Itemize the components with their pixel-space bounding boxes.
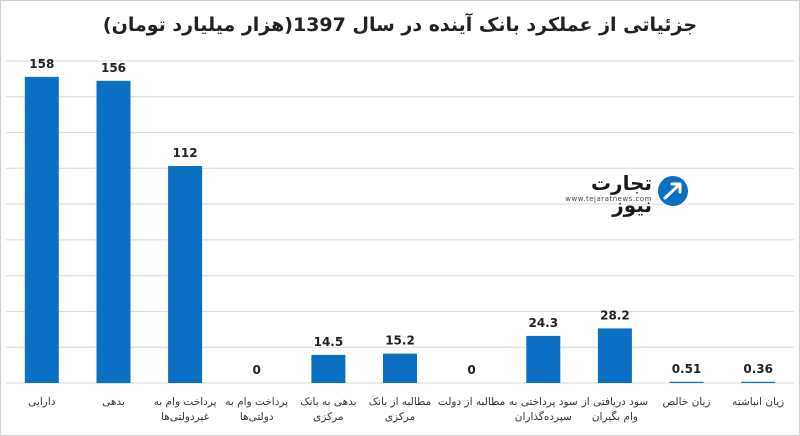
category-label: مطالبه از بانک [369,396,432,408]
watermark-logo: تجارت نیوز www.tejaratnews.com [552,172,692,216]
value-label: 156 [101,61,126,75]
value-label: 24.3 [528,316,558,330]
bar [96,80,131,384]
category-label: غیردولتی‌ها [161,411,210,423]
value-label: 0 [467,363,475,377]
category-label: مرکزی [385,411,415,423]
chart-title: جزئیاتی از عملکرد بانک آینده در سال 1397… [102,14,698,36]
value-label: 14.5 [314,335,344,349]
category-label: پرداخت وام به [154,396,217,408]
value-labels: 158 156 112 0 14.5 15.2 0 24.3 28.2 0.51 0.36 [29,57,773,377]
bars [24,76,776,384]
watermark-url: www.tejaratnews.com [565,195,652,203]
value-label: 158 [29,57,54,71]
gridlines [6,60,794,384]
value-label: 0 [253,363,261,377]
value-label: 0.51 [672,362,702,376]
category-label: دولتی‌ها [240,411,274,423]
watermark-brand: تجارت نیوز [590,171,652,217]
category-labels: دارایی بدهی پرداخت وام به غیردولتی‌ها پرداخت… [28,396,784,423]
value-label: 15.2 [385,334,415,348]
bar [24,76,59,384]
bar [597,328,632,383]
bar [168,166,203,383]
category-label: وام بگیران [592,410,638,423]
category-label: بدهی [102,396,125,408]
bar [383,353,417,383]
category-label: سود پرداختی به [509,396,578,408]
bar [741,381,776,383]
arrow-circle-logo-icon [658,176,688,206]
category-label: مرکزی [313,411,343,423]
category-label: مطالبه از دولت [438,396,505,408]
bar [311,354,346,383]
category-label: بدهی به بانک [300,396,356,408]
category-label: سپرده‌گذاران [515,410,572,423]
category-label: دارایی [28,396,56,408]
category-label: سود دریافتی از [581,396,648,408]
category-label: زیان خالص [663,396,711,408]
value-label: 0.36 [743,362,773,376]
category-label: زیان انباشته [732,396,784,408]
bar [669,381,704,383]
value-label: 112 [173,146,198,160]
value-label: 28.2 [600,308,630,322]
bar [526,335,561,383]
category-label: پرداخت وام به [225,396,288,408]
